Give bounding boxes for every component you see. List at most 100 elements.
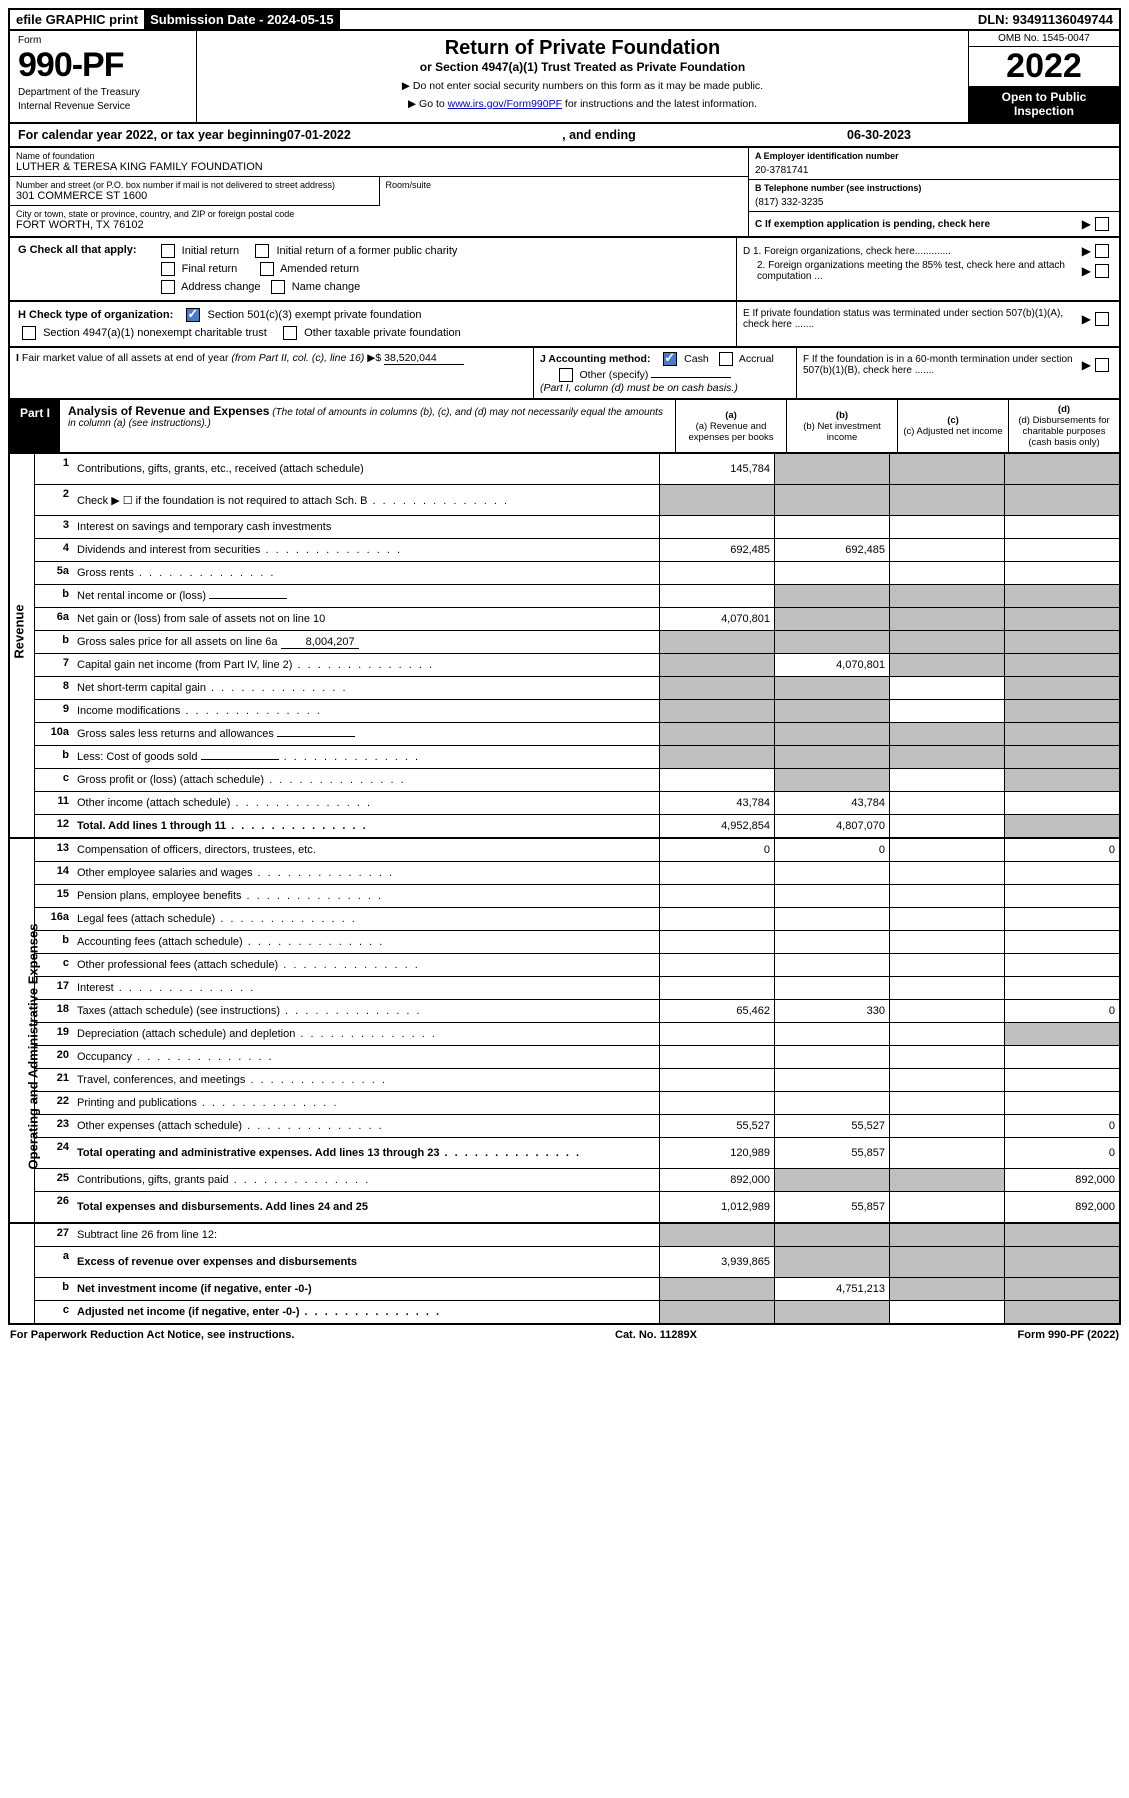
col-c-value	[889, 931, 1004, 953]
main-title: Return of Private Foundation	[207, 37, 958, 60]
other-method-checkbox[interactable]	[559, 368, 573, 382]
col-a-value	[659, 1301, 774, 1323]
name-label: Name of foundation	[16, 151, 742, 161]
line-description: Gross rents	[73, 562, 659, 584]
line-description: Gross sales price for all assets on line…	[73, 631, 659, 653]
calendar-year-row: For calendar year 2022, or tax year begi…	[8, 124, 1121, 148]
col-b-value	[774, 1247, 889, 1277]
table-row: 2Check ▶ ☐ if the foundation is not requ…	[35, 485, 1119, 516]
col-b-value	[774, 862, 889, 884]
col-d-value	[1004, 539, 1119, 561]
col-d-value	[1004, 677, 1119, 699]
line-number: 10a	[35, 723, 73, 745]
col-a-header: (a) (a) Revenue and expenses per books	[675, 400, 786, 452]
col-d-value: 0	[1004, 1000, 1119, 1022]
table-row: 9Income modifications	[35, 700, 1119, 723]
col-b-value: 55,527	[774, 1115, 889, 1137]
col-d-value	[1004, 746, 1119, 768]
col-c-value	[889, 654, 1004, 676]
table-row: 24Total operating and administrative exp…	[35, 1138, 1119, 1169]
col-d-value: 0	[1004, 839, 1119, 861]
identity-section: Name of foundation LUTHER & TERESA KING …	[8, 148, 1121, 238]
g-label: G Check all that apply:	[18, 244, 137, 256]
name-change-checkbox[interactable]	[271, 280, 285, 294]
form990pf-link[interactable]: www.irs.gov/Form990PF	[448, 98, 562, 110]
col-d-value	[1004, 931, 1119, 953]
col-d-value	[1004, 1092, 1119, 1114]
table-row: 19Depreciation (attach schedule) and dep…	[35, 1023, 1119, 1046]
line-description: Depreciation (attach schedule) and deple…	[73, 1023, 659, 1045]
line-description: Accounting fees (attach schedule)	[73, 931, 659, 953]
sec501-checkbox[interactable]	[186, 308, 200, 322]
col-d-value	[1004, 723, 1119, 745]
col-b-value	[774, 1023, 889, 1045]
other-taxable-checkbox[interactable]	[283, 326, 297, 340]
table-row: 1Contributions, gifts, grants, etc., rec…	[35, 454, 1119, 485]
line-description: Taxes (attach schedule) (see instruction…	[73, 1000, 659, 1022]
address-change-checkbox[interactable]	[161, 280, 175, 294]
col-b-value	[774, 723, 889, 745]
col-a-value	[659, 746, 774, 768]
col-a-value	[659, 1046, 774, 1068]
revenue-table: Revenue 1Contributions, gifts, grants, e…	[8, 454, 1121, 839]
col-c-value	[889, 1115, 1004, 1137]
table-row: 17Interest	[35, 977, 1119, 1000]
amended-return-checkbox[interactable]	[260, 262, 274, 276]
form-ref: Form 990-PF (2022)	[1018, 1329, 1119, 1341]
col-b-value	[774, 769, 889, 791]
col-c-value	[889, 1224, 1004, 1246]
col-b-header: (b) (b) Net investment income	[786, 400, 897, 452]
col-b-value	[774, 454, 889, 484]
line-number: 20	[35, 1046, 73, 1068]
line-number: 27	[35, 1224, 73, 1246]
initial-return-checkbox[interactable]	[161, 244, 175, 258]
top-bar: efile GRAPHIC print Submission Date - 20…	[8, 8, 1121, 31]
col-b-value	[774, 516, 889, 538]
table-row: cAdjusted net income (if negative, enter…	[35, 1301, 1119, 1323]
fmv-value: 38,520,044	[384, 352, 464, 365]
line-number: 3	[35, 516, 73, 538]
col-b-value: 4,070,801	[774, 654, 889, 676]
f-checkbox[interactable]	[1095, 358, 1109, 372]
line-number: 5a	[35, 562, 73, 584]
col-b-value	[774, 1069, 889, 1091]
col-a-value: 4,952,854	[659, 815, 774, 837]
col-a-value	[659, 1278, 774, 1300]
line-description: Dividends and interest from securities	[73, 539, 659, 561]
line-description: Occupancy	[73, 1046, 659, 1068]
sec4947-checkbox[interactable]	[22, 326, 36, 340]
accrual-checkbox[interactable]	[719, 352, 733, 366]
e-checkbox[interactable]	[1095, 312, 1109, 326]
line-number: 15	[35, 885, 73, 907]
col-a-value: 65,462	[659, 1000, 774, 1022]
c-label: C If exemption application is pending, c…	[755, 219, 990, 230]
line-description: Other expenses (attach schedule)	[73, 1115, 659, 1137]
year-end: 06-30-2023	[847, 128, 911, 142]
line-description: Net rental income or (loss)	[73, 585, 659, 607]
cash-checkbox[interactable]	[663, 352, 677, 366]
table-row: 3Interest on savings and temporary cash …	[35, 516, 1119, 539]
table-row: cGross profit or (loss) (attach schedule…	[35, 769, 1119, 792]
line-number: 24	[35, 1138, 73, 1168]
line-description: Less: Cost of goods sold	[73, 746, 659, 768]
final-return-checkbox[interactable]	[161, 262, 175, 276]
d2-checkbox[interactable]	[1095, 264, 1109, 278]
submission-date: Submission Date - 2024-05-15	[144, 10, 340, 29]
initial-former-checkbox[interactable]	[255, 244, 269, 258]
dln-label: DLN: 93491136049744	[972, 10, 1119, 29]
col-d-value: 892,000	[1004, 1192, 1119, 1222]
col-d-value	[1004, 700, 1119, 722]
col-d-value	[1004, 654, 1119, 676]
line-number: 16a	[35, 908, 73, 930]
col-a-value	[659, 931, 774, 953]
d1-checkbox[interactable]	[1095, 244, 1109, 258]
c-checkbox[interactable]	[1095, 217, 1109, 231]
col-c-value	[889, 746, 1004, 768]
line-description: Interest	[73, 977, 659, 999]
col-c-value	[889, 1278, 1004, 1300]
col-c-value	[889, 1000, 1004, 1022]
col-c-value	[889, 1192, 1004, 1222]
table-row: bNet investment income (if negative, ent…	[35, 1278, 1119, 1301]
col-d-value	[1004, 585, 1119, 607]
line-number: 4	[35, 539, 73, 561]
